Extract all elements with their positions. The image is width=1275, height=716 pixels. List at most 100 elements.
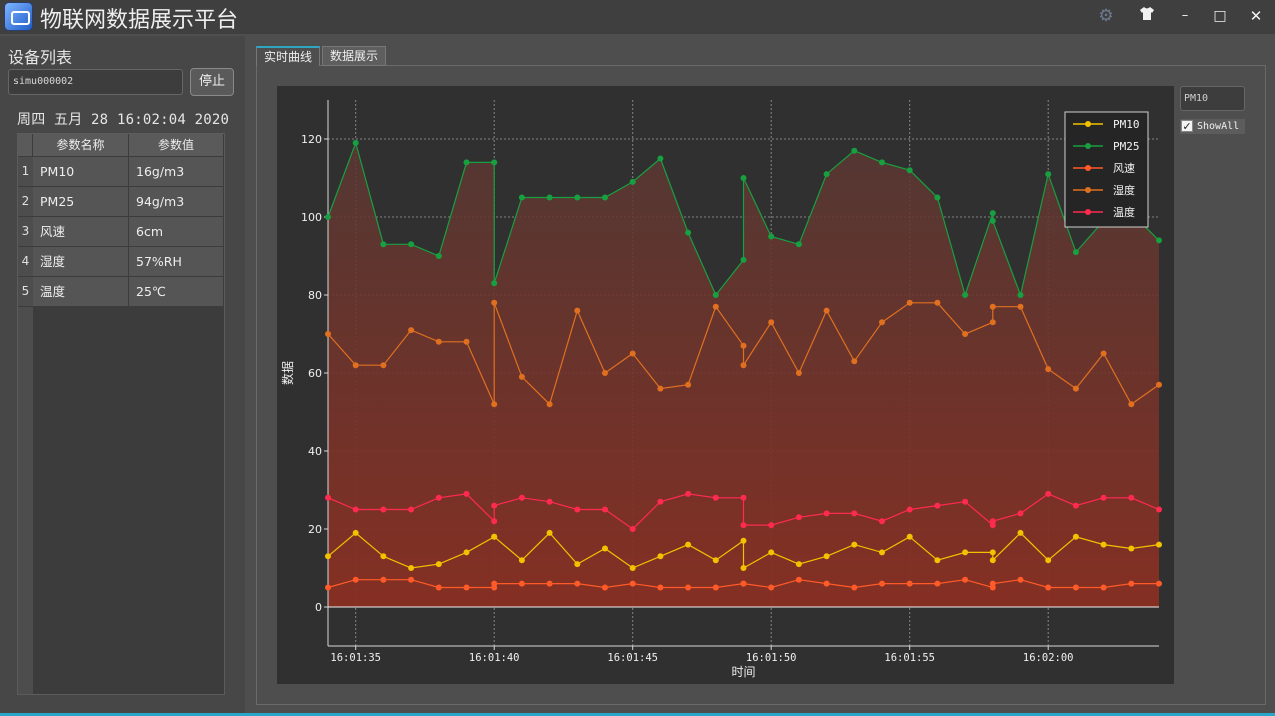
y-tick-label: 120: [301, 133, 322, 146]
header-param-value[interactable]: 参数值: [129, 134, 224, 157]
data-point-湿度: [851, 358, 858, 365]
data-point-PM25: [602, 194, 608, 201]
data-point-风速: [934, 580, 941, 587]
data-point-风速: [962, 576, 969, 583]
data-point-湿度: [435, 338, 442, 345]
data-point-PM25: [1072, 249, 1079, 256]
data-point-温度: [602, 506, 608, 513]
tab-realtime-curve[interactable]: 实时曲线: [256, 46, 320, 66]
row-index: 2: [18, 187, 33, 217]
table-row[interactable]: 4 湿度 57%RH: [18, 247, 224, 277]
data-point-PM10: [657, 553, 664, 560]
data-point-温度: [380, 506, 387, 513]
data-point-PM25: [1017, 292, 1024, 298]
close-button[interactable]: ✕: [1249, 7, 1263, 25]
chart-svg: 0 20 40 60 80 100 120 16:01:35 16:01:40 16:01:45 1…: [280, 100, 1162, 679]
data-point-风速: [435, 584, 442, 591]
param-name-cell: PM25: [33, 187, 129, 217]
checkbox-check-icon[interactable]: ✓: [1181, 120, 1193, 133]
data-point-PM25: [934, 194, 941, 201]
param-value-cell: 25℃: [129, 277, 224, 307]
showall-checkbox[interactable]: ✓ ShowAll: [1180, 119, 1245, 134]
chart-area-fill: [328, 142, 1159, 607]
data-point-湿度: [1156, 381, 1162, 388]
device-id-input[interactable]: simu000002: [8, 69, 183, 95]
data-point-PM25: [546, 194, 553, 201]
data-point-PM10: [518, 557, 525, 564]
table-row[interactable]: 3 风速 6cm: [18, 217, 224, 247]
maximize-button[interactable]: □: [1213, 8, 1227, 24]
data-point-PM25: [712, 292, 719, 298]
data-point-风速: [629, 580, 636, 587]
data-point-PM25: [435, 253, 442, 259]
data-point-PM25: [740, 175, 747, 181]
data-point-温度: [1072, 502, 1079, 509]
data-point-风速: [657, 584, 664, 591]
data-point-风速: [1156, 580, 1162, 587]
tshirt-icon[interactable]: [1136, 6, 1158, 26]
legend-label: PM25: [1113, 140, 1140, 153]
data-point-PM10: [463, 549, 470, 556]
y-tick-label: 80: [308, 289, 322, 302]
data-point-PM10: [408, 565, 415, 571]
x-tick-label: 16:01:50: [746, 652, 797, 664]
data-point-PM25: [352, 139, 359, 146]
data-point-湿度: [491, 299, 498, 306]
data-point-温度: [408, 506, 415, 513]
data-point-湿度: [934, 299, 941, 306]
data-point-温度: [879, 518, 885, 525]
y-tick-label: 0: [315, 601, 322, 614]
data-point-PM10: [1128, 545, 1135, 552]
data-point-温度: [823, 510, 830, 517]
device-list-title: 设备列表: [8, 48, 73, 67]
stop-button[interactable]: 停止: [190, 68, 234, 96]
param-value-cell: 6cm: [129, 217, 224, 247]
data-point-PM10: [491, 533, 498, 540]
data-point-PM25: [851, 147, 858, 154]
data-point-温度: [906, 506, 913, 513]
data-point-温度: [1156, 506, 1162, 513]
data-point-湿度: [1100, 350, 1107, 357]
data-point-风速: [546, 580, 553, 587]
data-point-湿度: [768, 319, 775, 326]
data-point-PM10: [1017, 529, 1024, 536]
header-param-name[interactable]: 参数名称: [33, 134, 129, 157]
data-point-PM10: [962, 549, 969, 556]
data-point-PM25: [879, 159, 885, 166]
table-row[interactable]: 2 PM25 94g/m3: [18, 187, 224, 217]
series-filter-input[interactable]: PM10: [1180, 86, 1245, 111]
data-point-PM25: [962, 292, 969, 298]
legend-swatch-dot: [1085, 165, 1091, 171]
tab-data-display[interactable]: 数据展示: [322, 46, 386, 66]
data-point-PM25: [906, 167, 913, 174]
table-row[interactable]: 5 温度 25℃: [18, 277, 224, 307]
data-point-PM10: [325, 553, 331, 560]
data-point-湿度: [879, 319, 885, 326]
data-point-PM25: [629, 178, 636, 185]
series-line-温度: [327, 493, 1160, 530]
data-point-PM10: [823, 553, 830, 560]
legend-swatch-dot: [1085, 209, 1091, 215]
data-point-湿度: [740, 362, 747, 369]
legend-label: 湿度: [1113, 183, 1135, 197]
data-point-PM10: [712, 557, 719, 564]
data-point-湿度: [408, 327, 415, 334]
data-point-湿度: [1072, 385, 1079, 392]
data-point-风速: [1072, 584, 1079, 591]
data-point-温度: [325, 494, 331, 501]
data-point-PM10: [352, 529, 359, 536]
data-point-温度: [352, 506, 359, 513]
data-point-风速: [795, 576, 802, 583]
param-value-cell: 16g/m3: [129, 157, 224, 187]
minimize-button[interactable]: –: [1181, 8, 1189, 23]
data-point-温度: [491, 502, 498, 509]
gear-icon[interactable]: ⚙: [1098, 6, 1114, 26]
data-point-PM25: [989, 217, 996, 224]
data-point-PM10: [740, 537, 747, 544]
y-tick-label: 60: [308, 367, 322, 380]
table-row[interactable]: 1 PM10 16g/m3: [18, 157, 224, 187]
data-point-温度: [1017, 510, 1024, 517]
data-point-温度: [435, 494, 442, 501]
data-point-PM10: [629, 565, 636, 571]
